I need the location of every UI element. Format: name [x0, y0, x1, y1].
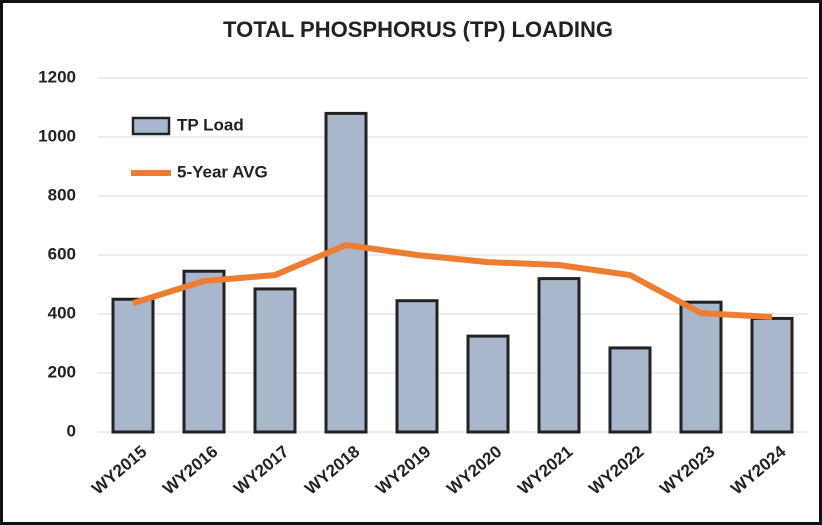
y-tick-label: 800: [48, 185, 76, 204]
legend-swatch: [131, 116, 171, 136]
chart-title: TOTAL PHOSPHORUS (TP) LOADING: [223, 17, 613, 42]
bar: [537, 277, 581, 434]
y-tick-label: 200: [48, 362, 76, 381]
bar: [111, 297, 155, 434]
y-tick-label: 0: [67, 421, 76, 440]
bar: [750, 316, 794, 434]
line: [132, 241, 773, 320]
bar: [679, 300, 723, 434]
bar: [395, 299, 439, 434]
y-tick-label: 600: [48, 244, 76, 263]
y-tick-label: 1000: [38, 126, 76, 145]
bar: [253, 287, 297, 434]
y-tick-label: 1200: [38, 67, 76, 86]
bar: [466, 334, 510, 434]
bar: [608, 346, 652, 434]
y-tick-label: 400: [48, 303, 76, 322]
legend-label: TP Load: [177, 115, 244, 134]
bar: [182, 269, 226, 434]
bar: [324, 111, 368, 434]
legend-label: 5-Year AVG: [177, 162, 268, 181]
